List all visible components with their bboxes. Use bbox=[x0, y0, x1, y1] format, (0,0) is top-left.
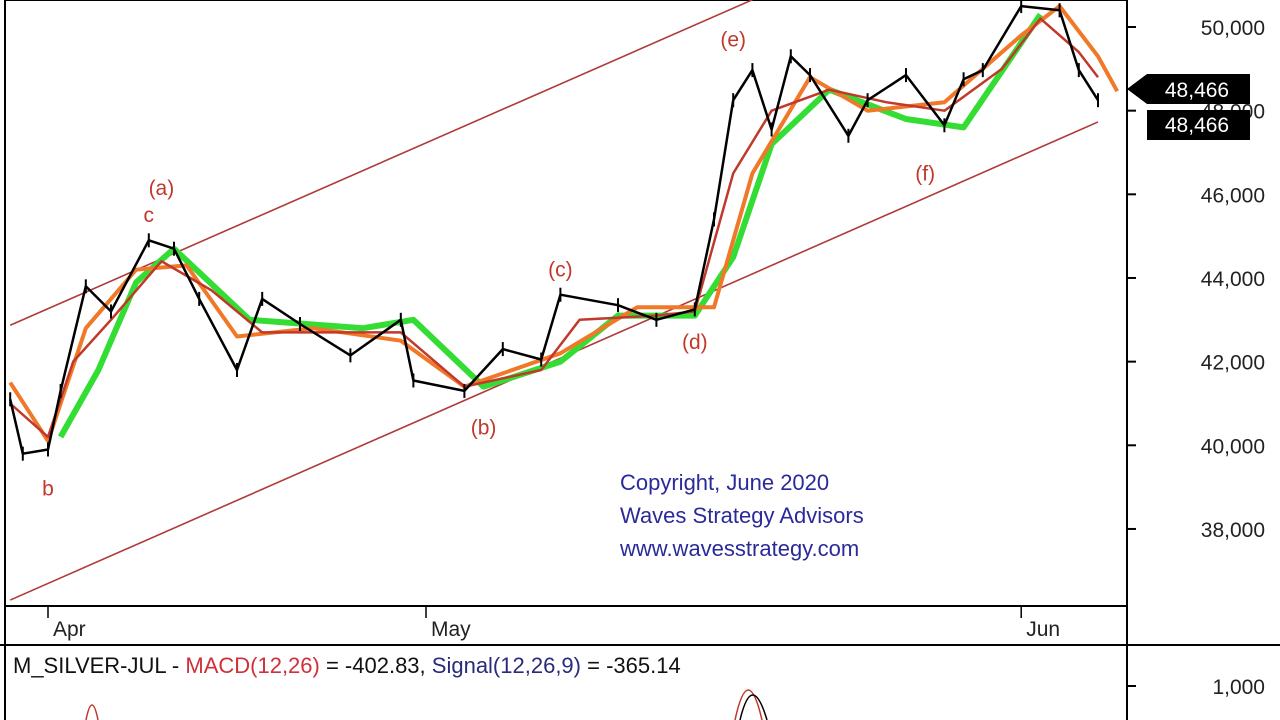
macd-label: MACD(12,26) bbox=[185, 653, 320, 678]
x-tick-label: Apr bbox=[53, 618, 86, 641]
x-tick-label: May bbox=[431, 618, 471, 641]
fast-ma-line bbox=[9, 17, 1099, 439]
macd-line bbox=[734, 689, 763, 720]
macd-legend: M_SILVER-JUL - MACD(12,26) = -402.83, Si… bbox=[13, 653, 681, 679]
cloud-band bbox=[57, 12, 1043, 439]
y-tick-label: 44,000 bbox=[1201, 268, 1265, 291]
wave-label: (a) bbox=[149, 177, 175, 200]
slow-ma-line bbox=[8, 4, 1119, 444]
y-tick-label: 50,000 bbox=[1201, 17, 1265, 40]
last-price-label: 48,466 bbox=[1165, 114, 1229, 137]
wave-label: b bbox=[42, 477, 54, 500]
signal-label: Signal(12,26,9) bbox=[431, 653, 581, 678]
y-tick-label: 46,000 bbox=[1201, 184, 1265, 207]
wave-label: (f) bbox=[915, 162, 935, 185]
signal-value: = -365.14 bbox=[581, 653, 681, 678]
series-group bbox=[8, 0, 1119, 461]
last-price-flag bbox=[1127, 74, 1250, 104]
copyright-block: Copyright, June 2020 Waves Strategy Advi… bbox=[620, 466, 864, 565]
y-tick-label: 42,000 bbox=[1201, 352, 1265, 375]
last-price-box bbox=[1147, 110, 1250, 140]
copyright-url: www.wavesstrategy.com bbox=[620, 536, 860, 561]
macd-y-tick-label: 1,000 bbox=[1212, 676, 1265, 699]
wave-label: (b) bbox=[471, 416, 497, 439]
x-tick-label: Jun bbox=[1026, 618, 1060, 641]
macd-line bbox=[85, 704, 99, 720]
macd-value: = -402.83, bbox=[319, 653, 432, 678]
channel-line bbox=[9, 0, 753, 326]
last-price-label: 48,466 bbox=[1165, 79, 1229, 102]
y-tick-label: 38,000 bbox=[1201, 519, 1265, 542]
signal-line bbox=[739, 694, 768, 720]
wave-label: (e) bbox=[720, 29, 746, 52]
wave-label: (d) bbox=[682, 331, 708, 354]
macd-symbol: M_SILVER-JUL - bbox=[13, 653, 186, 678]
wave-label: c bbox=[144, 204, 155, 227]
copyright-company: Waves Strategy Advisors bbox=[620, 503, 864, 528]
price-line bbox=[8, 4, 1100, 455]
wave-label: (c) bbox=[548, 259, 573, 282]
y-tick-label: 40,000 bbox=[1201, 435, 1265, 458]
copyright-line: Copyright, June 2020 bbox=[620, 470, 830, 495]
